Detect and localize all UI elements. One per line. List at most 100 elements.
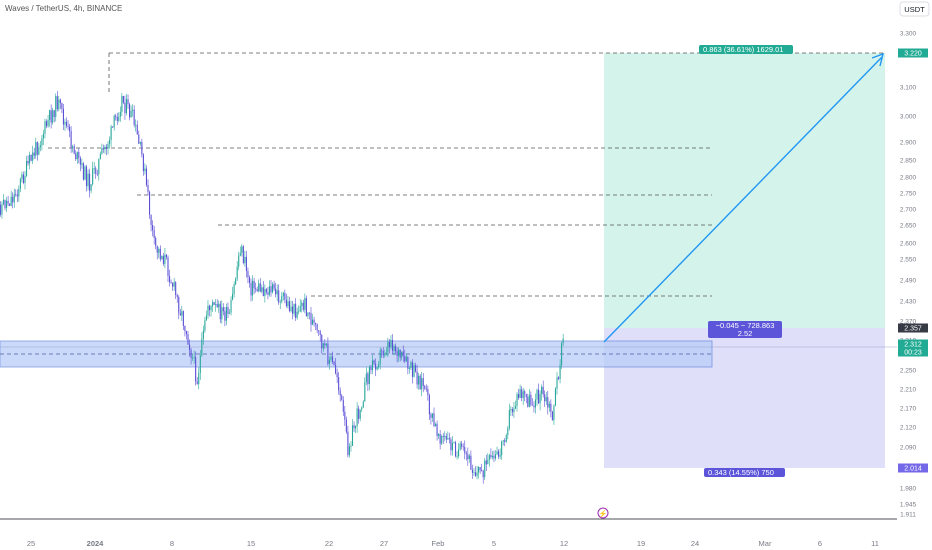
- time-tick: 2024: [87, 539, 105, 548]
- price-label: 2.014: [904, 466, 922, 473]
- candle-body: [501, 441, 503, 456]
- candle-body: [168, 276, 171, 283]
- candle-body: [153, 230, 155, 238]
- candle-body: [339, 390, 341, 396]
- candle-body: [181, 311, 183, 316]
- target-zone: [604, 53, 885, 328]
- candle-body: [310, 312, 312, 325]
- candle-body: [373, 360, 375, 364]
- candle-body: [213, 302, 215, 305]
- price-tick: 3.100: [900, 85, 917, 92]
- target-annotation: [699, 45, 793, 54]
- candle-body: [75, 153, 77, 160]
- candle-body: [338, 377, 340, 391]
- candle-body: [496, 451, 498, 455]
- candle-body: [193, 357, 195, 358]
- candle-body: [244, 256, 246, 264]
- candle-body: [356, 408, 358, 427]
- candle-body: [196, 381, 198, 385]
- price-tick: 1.945: [900, 502, 917, 509]
- candle-body: [9, 203, 11, 206]
- candle-body: [98, 159, 100, 175]
- candle-body: [544, 394, 546, 402]
- stop-annotation: [704, 468, 785, 477]
- time-tick: 27: [380, 539, 388, 548]
- price-label: 3.220: [904, 51, 922, 58]
- event-marker[interactable]: [597, 507, 609, 519]
- candle-body: [255, 288, 257, 290]
- symbol-title[interactable]: Waves / TetherUS, 4h, BINANCE: [5, 4, 122, 13]
- candle-body: [264, 289, 266, 296]
- candle-body: [542, 386, 544, 395]
- candle-body: [507, 428, 509, 436]
- candle-body: [428, 395, 430, 415]
- candle-body: [553, 405, 555, 421]
- candle-body: [371, 360, 374, 371]
- price-tick: 2.850: [900, 158, 917, 165]
- candle-body: [407, 357, 409, 369]
- candle-body: [52, 110, 54, 123]
- candle-body: [110, 126, 112, 140]
- candle-body: [248, 277, 251, 283]
- time-axis[interactable]: 25 2024 8 15 22 27 Feb 5 12 19 24 Mar 6 11: [27, 539, 879, 548]
- candle-body: [155, 237, 157, 246]
- time-tick: Mar: [759, 539, 772, 548]
- candle-body: [222, 307, 224, 312]
- price-label-box: [898, 339, 928, 349]
- candle-body: [418, 375, 420, 385]
- candle-body: [358, 408, 360, 419]
- candle-body: [73, 146, 75, 154]
- candle-body: [298, 311, 300, 313]
- price-label-box: [898, 323, 928, 333]
- candle-body: [59, 99, 61, 103]
- candle-body: [119, 111, 121, 117]
- candle-body: [424, 385, 426, 389]
- candle-body: [29, 154, 31, 164]
- candle-body: [136, 124, 138, 135]
- candle-body: [172, 283, 174, 287]
- price-axis[interactable]: 3.3003.2203.1003.0002.9002.8502.8002.750…: [900, 31, 917, 519]
- candle-body: [107, 143, 109, 149]
- candle-body: [551, 411, 553, 421]
- candle-body: [502, 440, 504, 442]
- candle-body: [525, 394, 527, 398]
- candle-body: [162, 255, 164, 264]
- candle-body: [434, 423, 437, 427]
- candle-body: [159, 248, 161, 260]
- candle-body: [508, 409, 510, 429]
- candle-body: [4, 199, 6, 209]
- currency-button[interactable]: [899, 1, 930, 17]
- forecast-arrow-head: [871, 52, 884, 67]
- candle-body: [341, 395, 343, 401]
- candle-body: [410, 362, 412, 369]
- candle-body: [468, 455, 470, 460]
- candle-body: [378, 364, 380, 368]
- candle-body: [25, 160, 28, 176]
- candle-body: [330, 356, 332, 360]
- candle-body: [78, 152, 80, 158]
- candle-body: [259, 283, 261, 292]
- candle-body: [135, 124, 137, 126]
- candle-body: [318, 330, 320, 332]
- candle-body: [359, 409, 361, 419]
- price-tick: 2.800: [900, 175, 917, 182]
- candles-layer: [0, 91, 564, 484]
- candle-body: [247, 271, 249, 278]
- time-tick: 19: [637, 539, 645, 548]
- candle-body: [49, 110, 51, 120]
- candle-body: [462, 446, 464, 448]
- candle-body: [375, 363, 377, 370]
- candle-body: [167, 257, 169, 277]
- candle-body: [227, 307, 229, 314]
- candle-body: [556, 377, 558, 389]
- candle-body: [124, 102, 126, 114]
- stop-annotation-text: 0.343 (14.55%) 750: [708, 468, 774, 477]
- candle-body: [450, 439, 452, 451]
- candle-body: [539, 393, 541, 404]
- candle-body: [351, 425, 354, 446]
- forecast-arrow-line[interactable]: [603, 56, 883, 343]
- candle-body: [21, 174, 23, 179]
- candle-body: [176, 295, 178, 297]
- candle-body: [62, 108, 64, 125]
